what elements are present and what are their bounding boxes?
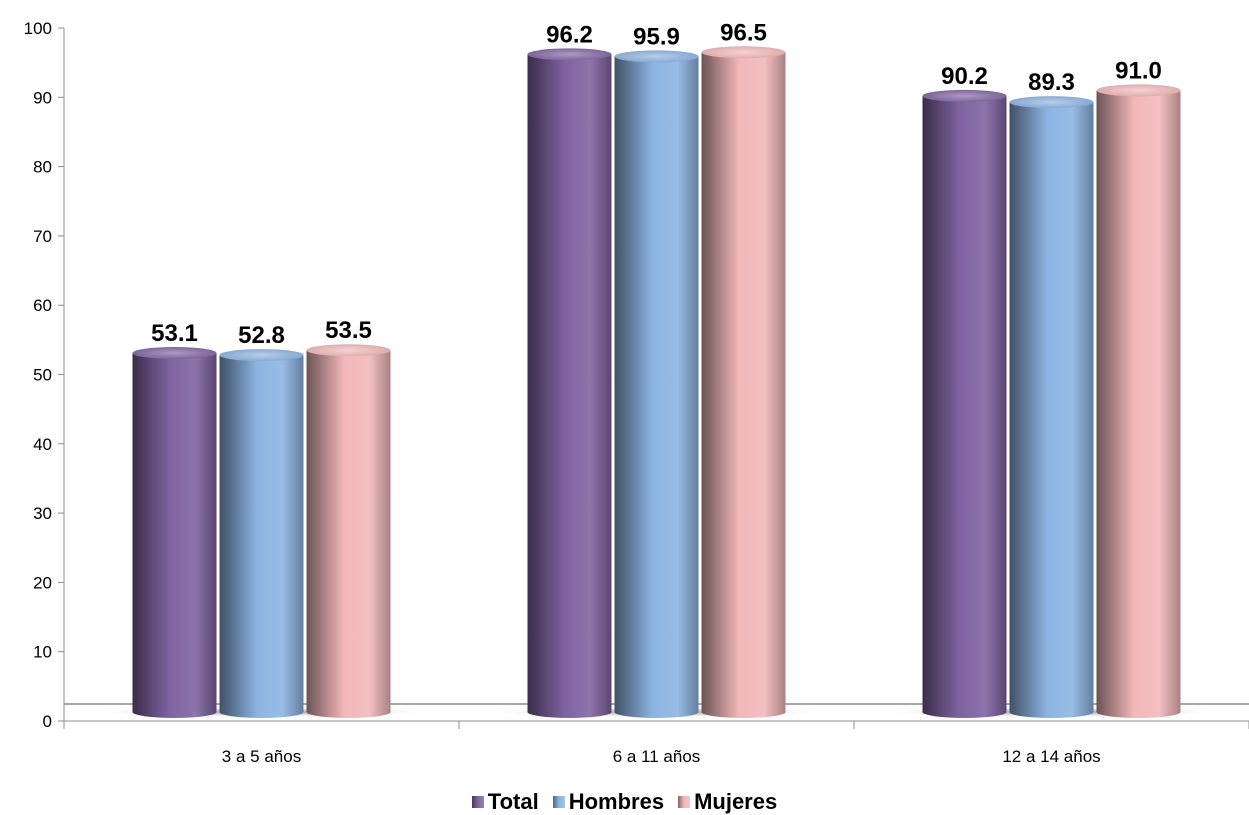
legend-label-total: Total: [487, 789, 539, 814]
bar-body: [701, 52, 786, 718]
legend: Total Hombres Mujeres: [0, 789, 1249, 815]
legend-swatch-hombres: [552, 796, 565, 808]
bar-body: [527, 54, 612, 719]
data-label: 89.3: [1028, 69, 1075, 96]
data-label: 53.5: [325, 317, 372, 344]
bars-group: [102, 46, 1211, 719]
bar-body: [306, 350, 391, 718]
bar-chart: 0 10 20 30 40 50 60 70 80 90 100 53.1 52.8 53.5 96.2 9…: [24, 19, 1249, 766]
bar-body: [132, 353, 217, 718]
bar-top: [306, 344, 391, 357]
data-label: 52.8: [238, 322, 285, 349]
data-label: 95.9: [633, 23, 680, 50]
legend-swatch-total: [471, 796, 484, 808]
bar: [219, 349, 304, 718]
y-tick-label: 100: [24, 19, 52, 38]
y-tick-label: 20: [33, 573, 52, 592]
bar: [132, 347, 217, 718]
data-label: 96.5: [720, 19, 767, 46]
y-axis: 0 10 20 30 40 50 60 70 80 90 100: [24, 19, 1249, 731]
bar-top: [219, 349, 304, 362]
bar-top: [132, 347, 217, 360]
data-label: 96.2: [546, 21, 593, 48]
bar: [527, 48, 612, 719]
bar: [1096, 84, 1181, 719]
y-tick-label: 40: [33, 435, 52, 454]
bar-body: [219, 355, 304, 718]
y-tick-label: 50: [33, 366, 52, 385]
legend-item-total: Total: [471, 789, 539, 815]
category-label: 3 a 5 años: [222, 747, 301, 766]
bar: [306, 344, 391, 718]
bar-body: [614, 56, 699, 718]
y-tick-label: 60: [33, 296, 52, 315]
bar: [614, 50, 699, 718]
bar-body: [1009, 102, 1094, 718]
legend-item-hombres: Hombres: [552, 789, 665, 815]
data-label: 53.1: [151, 320, 198, 347]
bar: [922, 89, 1007, 718]
category-label: 12 a 14 años: [1002, 747, 1100, 766]
bar: [1009, 96, 1094, 718]
bar-top: [1096, 84, 1181, 97]
data-label: 91.0: [1115, 57, 1162, 84]
category-label: 6 a 11 años: [613, 747, 701, 766]
y-tick-label: 10: [33, 643, 52, 662]
bar-top: [1009, 96, 1094, 109]
bar-top: [922, 89, 1007, 102]
legend-label-mujeres: Mujeres: [694, 789, 778, 814]
category-labels-group: 3 a 5 años 6 a 11 años 12 a 14 años: [222, 747, 1101, 766]
bar-body: [1096, 90, 1181, 719]
bar-body: [922, 95, 1007, 718]
y-tick-label: 80: [33, 158, 52, 177]
y-tick-label: 90: [33, 88, 52, 107]
legend-swatch-mujeres: [678, 796, 691, 808]
y-tick-label: 30: [33, 504, 52, 523]
bar: [701, 46, 786, 718]
bar-top: [527, 48, 612, 61]
y-tick-label: 0: [43, 712, 52, 731]
bar-top: [614, 50, 699, 63]
legend-label-hombres: Hombres: [568, 789, 665, 814]
bar-top: [701, 46, 786, 59]
y-tick-label: 70: [33, 227, 52, 246]
data-labels-group: 53.1 52.8 53.5 96.2 95.9 96.5 90.2 89.3 91.0: [151, 19, 1162, 349]
legend-item-mujeres: Mujeres: [678, 789, 777, 815]
data-label: 90.2: [941, 63, 988, 90]
